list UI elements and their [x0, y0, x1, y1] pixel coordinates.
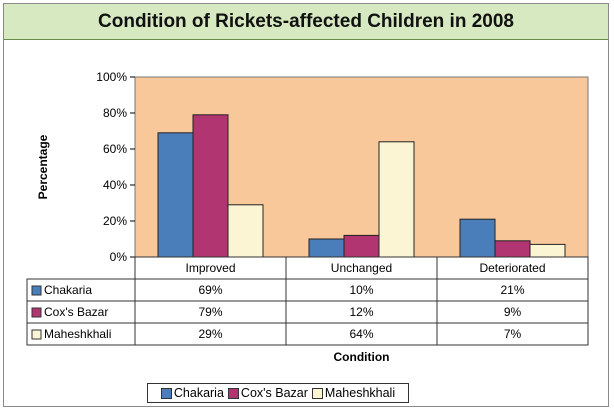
legend-swatch — [311, 387, 323, 399]
chart-title: Condition of Rickets-affected Children i… — [98, 11, 514, 32]
data-label: 7% — [504, 327, 522, 341]
series-name: Cox's Bazar — [44, 305, 108, 319]
bar — [192, 114, 229, 258]
bar — [343, 234, 380, 258]
data-label: 10% — [349, 283, 373, 297]
legend-swatch — [160, 387, 172, 399]
data-label: 64% — [349, 327, 373, 341]
x-axis-title: Condition — [334, 350, 390, 364]
y-tick-label: 0% — [110, 250, 128, 264]
y-tick-label: 40% — [103, 178, 127, 192]
y-tick-label: 20% — [103, 214, 127, 228]
legend-swatch — [227, 387, 239, 399]
bar — [157, 132, 194, 258]
y-tick-label: 80% — [103, 106, 127, 120]
table-value-cell — [436, 322, 589, 346]
bar — [378, 141, 415, 258]
legend-item: Cox's Bazar — [227, 386, 308, 400]
bar — [494, 240, 531, 258]
legend-item: Chakaria — [160, 386, 224, 400]
legend-label: Maheshkhali — [324, 386, 396, 400]
data-label: 69% — [198, 283, 222, 297]
data-label: 9% — [504, 305, 522, 319]
series-name: Maheshkhali — [44, 327, 111, 341]
legend-label: Cox's Bazar — [240, 386, 308, 400]
category-label: Deteriorated — [479, 261, 545, 275]
title-bar: Condition of Rickets-affected Children i… — [4, 4, 608, 40]
bar — [529, 243, 566, 258]
data-label: 12% — [349, 305, 373, 319]
series-name: Chakaria — [44, 283, 92, 297]
chart-legend: Chakaria Cox's Bazar Maheshkhali — [147, 383, 409, 403]
y-tick-label: 60% — [103, 142, 127, 156]
legend-key — [31, 329, 42, 340]
data-label: 29% — [198, 327, 222, 341]
legend-label: Chakaria — [173, 386, 224, 400]
category-label: Unchanged — [331, 261, 392, 275]
data-label: 79% — [198, 305, 222, 319]
legend-key — [31, 285, 42, 296]
legend-item: Maheshkhali — [311, 386, 396, 400]
legend-key — [31, 307, 42, 318]
chart-frame — [3, 3, 609, 407]
category-label: Improved — [185, 261, 235, 275]
y-axis-title: Percentage — [36, 134, 50, 199]
bar — [308, 238, 345, 258]
bar — [227, 204, 264, 258]
data-label: 21% — [500, 283, 524, 297]
y-tick-label: 100% — [96, 70, 127, 84]
bar — [459, 218, 496, 258]
